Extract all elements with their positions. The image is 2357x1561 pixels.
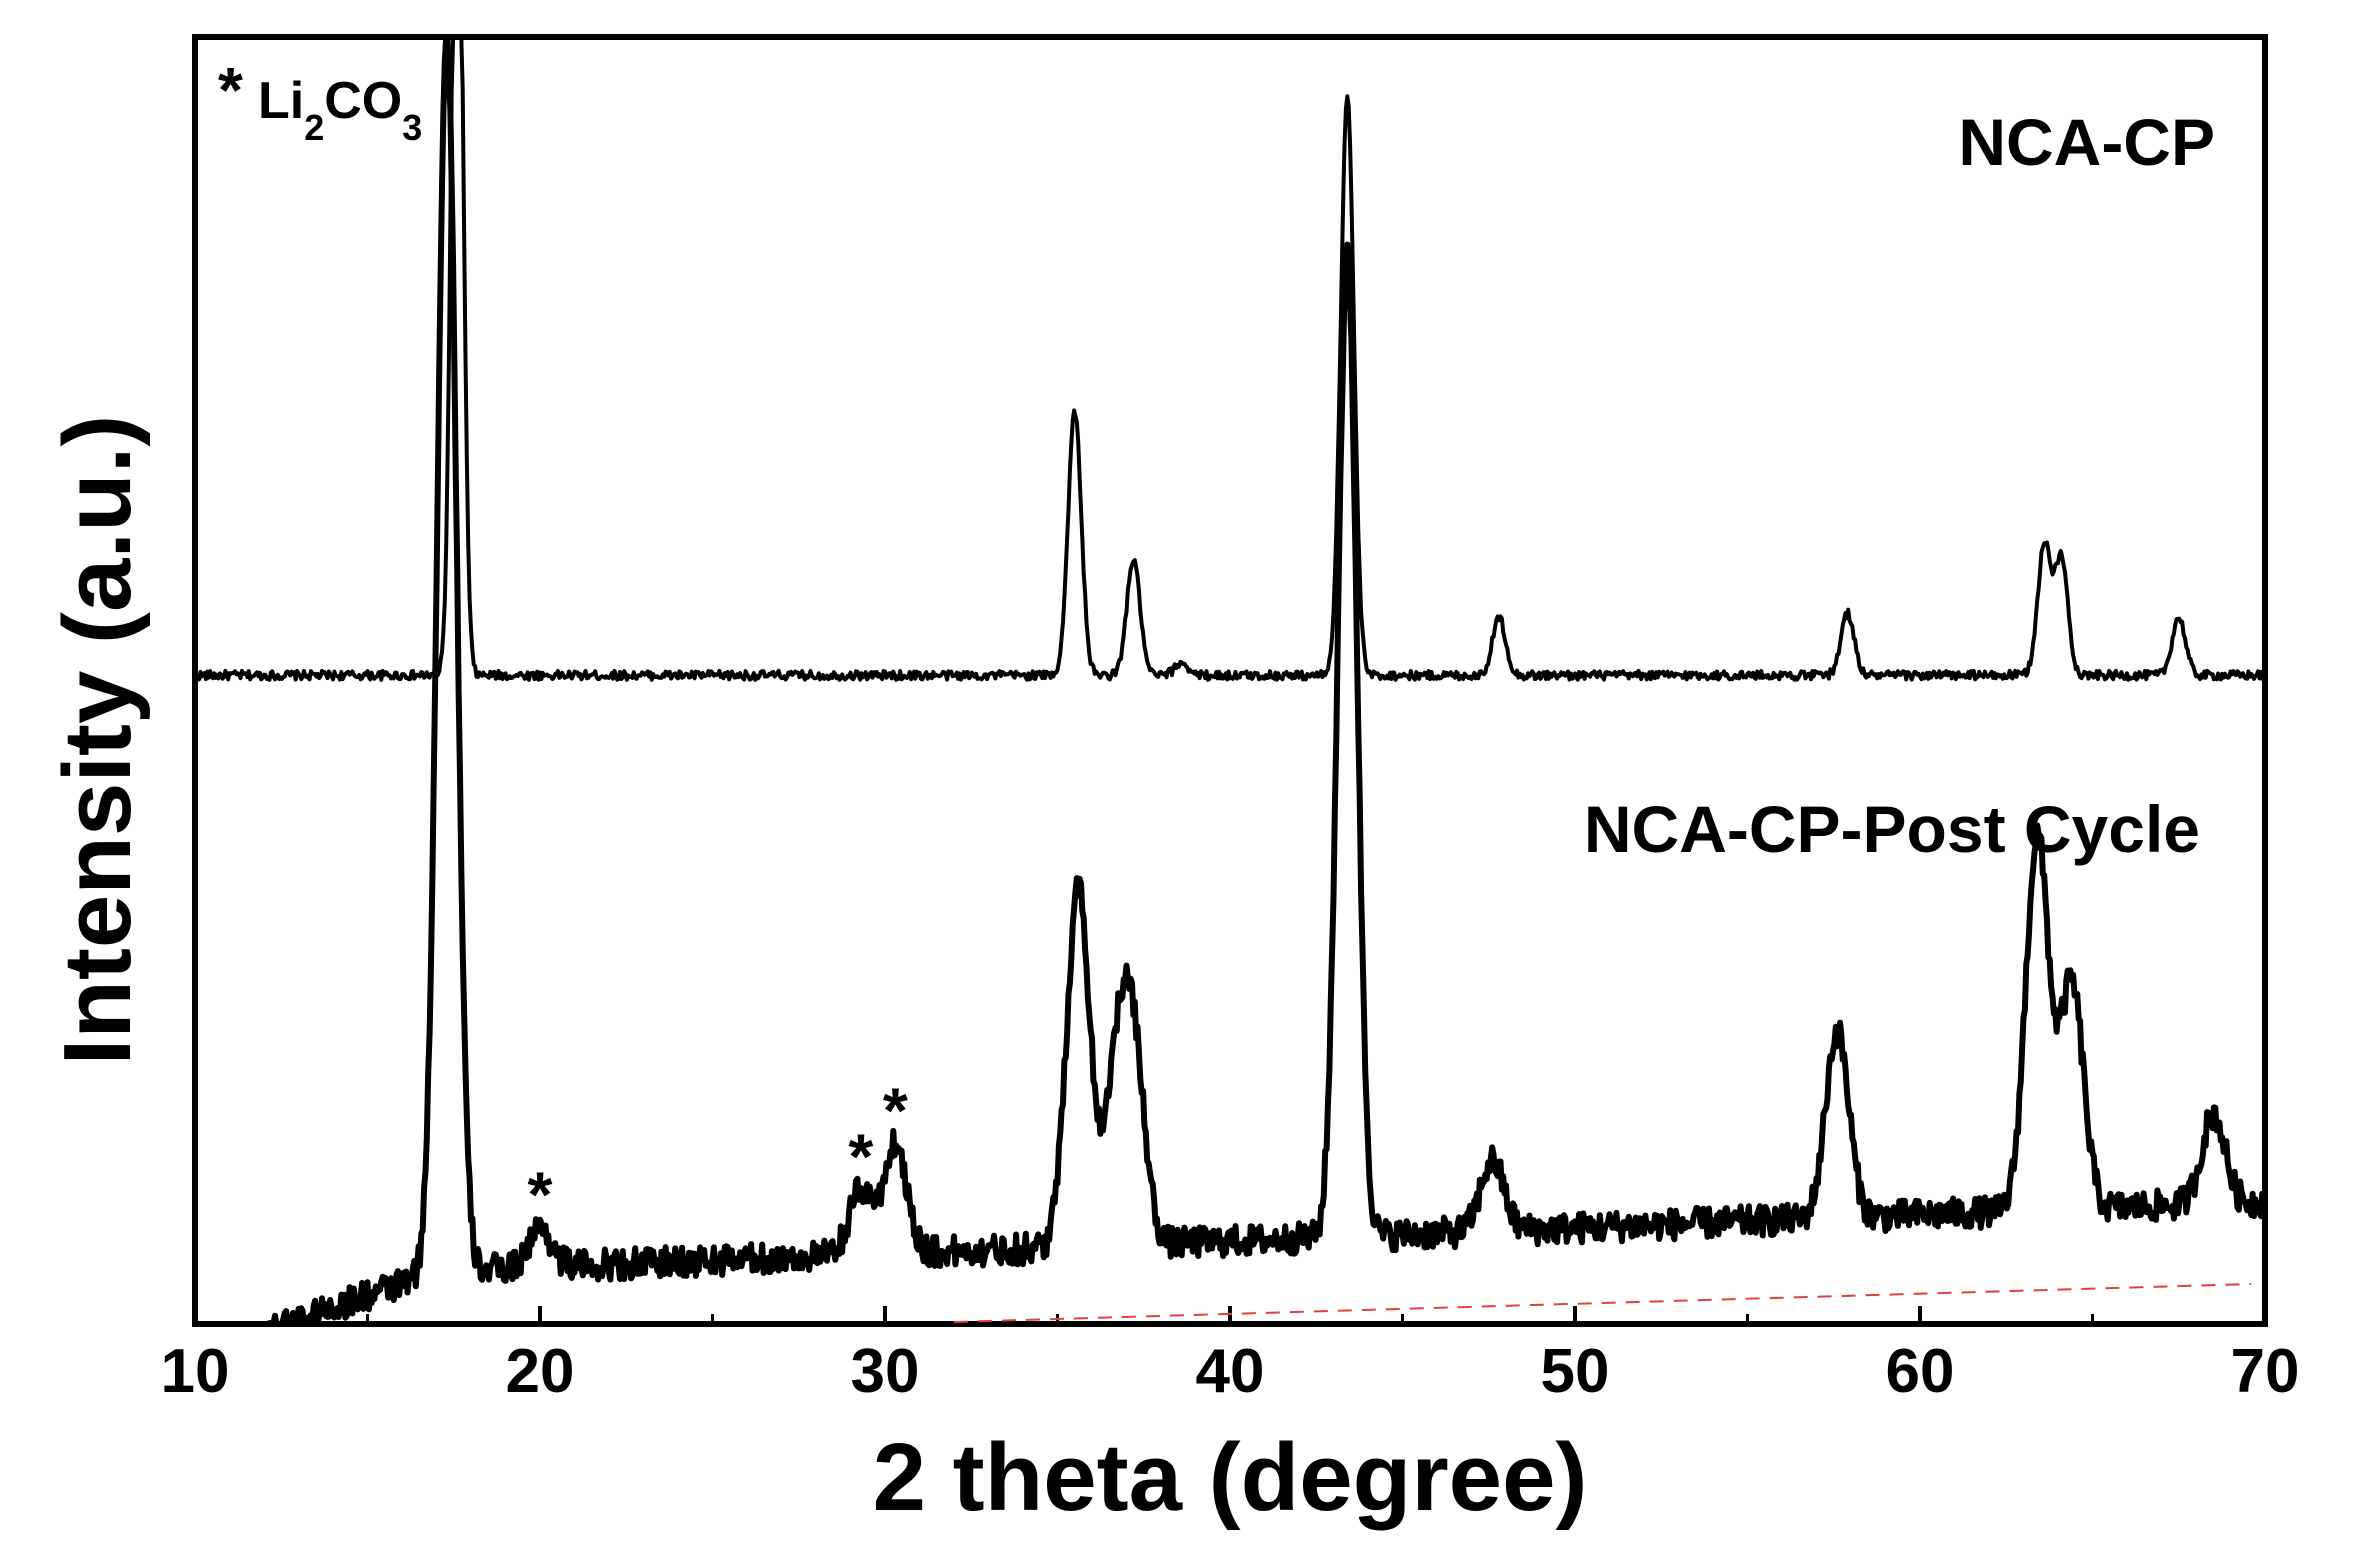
series-label-nca-cp-post-cycle: NCA-CP-Post Cycle (1584, 792, 2200, 866)
x-axis-title: 2 theta (degree) (873, 1424, 1588, 1531)
legend-co: CO (324, 72, 402, 130)
x-tick-label: 40 (1196, 1337, 1265, 1406)
legend-sub-3: 3 (402, 107, 422, 148)
y-axis-title: Intensity (a.u.) (44, 415, 151, 1066)
x-tick-label: 50 (1541, 1337, 1610, 1406)
series-line-nca-cp-post-cycle (262, 34, 2268, 1327)
li2co3-star-marker: * (883, 1074, 908, 1146)
x-tick-label: 30 (851, 1337, 920, 1406)
x-tick-label: 70 (2231, 1337, 2300, 1406)
li2co3-star-marker: * (848, 1121, 873, 1193)
background-fit-line (953, 1283, 2252, 1323)
legend-sub-2: 2 (304, 107, 324, 148)
x-axis-tick-labels: 10 20 30 40 50 60 70 (161, 1337, 2300, 1406)
legend-text: Li2CO3 (258, 72, 422, 148)
legend-marker: * (218, 54, 243, 126)
x-axis-ticks (193, 1306, 2267, 1324)
series-label-nca-cp: NCA-CP (1958, 105, 2215, 179)
li2co3-star-marker: * (528, 1159, 553, 1231)
x-tick-label: 60 (1886, 1337, 1955, 1406)
legend: * Li2CO3 (218, 54, 422, 148)
series-group (193, 34, 2268, 1327)
legend-li: Li (258, 72, 304, 130)
series-line-nca-cp (193, 35, 2267, 682)
x-tick-label: 10 (161, 1337, 230, 1406)
li2co3-markers: *** (528, 1074, 908, 1230)
x-tick-label: 20 (506, 1337, 575, 1406)
